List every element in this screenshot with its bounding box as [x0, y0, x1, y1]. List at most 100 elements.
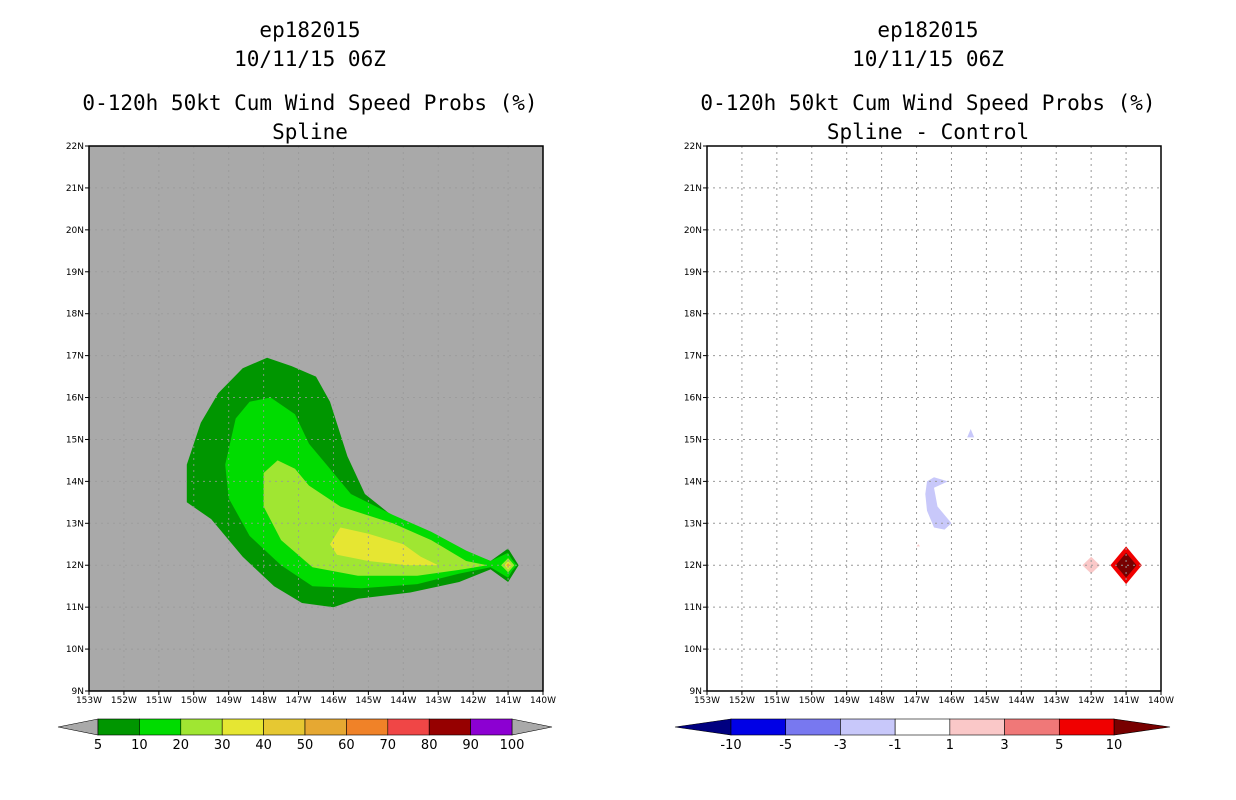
colorbar-swatch — [346, 718, 389, 736]
colorbar-label: 60 — [338, 738, 355, 753]
colorbar-over-arrow — [511, 718, 553, 736]
colorbar-swatch — [221, 718, 264, 736]
colorbar-swatch — [840, 718, 896, 736]
colorbar-swatch — [470, 718, 513, 736]
x-tick-label: 153W — [694, 696, 720, 706]
right-date: 10/11/15 06Z — [852, 47, 1004, 71]
colorbar-label: 50 — [297, 738, 314, 753]
x-tick-label: 143W — [425, 696, 451, 706]
contour-level-20 — [263, 460, 488, 576]
colorbar-over-arrow — [1113, 718, 1171, 736]
y-tick-label: 21N — [684, 184, 702, 194]
colorbar-swatch — [263, 718, 306, 736]
colorbar-label: -3 — [834, 738, 847, 753]
contour-level-neg3 — [925, 477, 952, 530]
y-tick-label: 21N — [66, 184, 84, 194]
x-tick-label: 149W — [216, 696, 242, 706]
x-tick-label: 150W — [799, 696, 825, 706]
colorbar-label: 90 — [462, 738, 479, 753]
x-tick-label: 144W — [390, 696, 416, 706]
y-tick-label: 20N — [66, 226, 84, 236]
colorbar-label: 20 — [173, 738, 190, 753]
left-subtitle: Spline — [272, 120, 348, 144]
y-tick-label: 17N — [684, 352, 702, 362]
colorbar-label: 30 — [214, 738, 231, 753]
right-subtitle: Spline - Control — [826, 120, 1030, 144]
colorbar-swatch — [894, 718, 951, 736]
x-tick-label: 152W — [729, 696, 755, 706]
x-tick-label: 146W — [320, 696, 346, 706]
colorbar-swatch — [180, 718, 223, 736]
colorbar-label: 100 — [500, 738, 525, 753]
y-tick-label: 15N — [684, 435, 702, 445]
x-tick-label: 148W — [251, 696, 277, 706]
y-tick-label: 12N — [66, 561, 84, 571]
y-tick-label: 11N — [684, 603, 702, 613]
left-date: 10/11/15 06Z — [234, 47, 386, 71]
x-tick-label: 147W — [285, 696, 311, 706]
colorbar-label: 5 — [1055, 738, 1063, 753]
y-tick-label: 15N — [66, 435, 84, 445]
colorbar-label: 80 — [421, 738, 438, 753]
colorbar-swatch — [139, 718, 182, 736]
contour-level-40 — [506, 563, 510, 568]
contour-level-30 — [330, 527, 439, 566]
colorbar-under-arrow — [674, 718, 732, 736]
y-tick-label: 13N — [684, 519, 702, 529]
x-tick-label: 144W — [1008, 696, 1034, 706]
y-tick-label: 22N — [66, 142, 84, 152]
map-background — [707, 146, 1161, 691]
colorbar-label: 10 — [1106, 738, 1123, 753]
colorbar-label: 70 — [380, 738, 397, 753]
colorbar-swatch — [428, 718, 471, 736]
map-frame — [706, 145, 1162, 692]
y-tick-label: 13N — [66, 519, 84, 529]
y-tick-label: 19N — [684, 268, 702, 278]
colorbar-label: 40 — [255, 738, 272, 753]
map-panel-spline: 153W 152W 151W 150W 149W 148W 147W 146W 145W 144W… — [57, 142, 556, 753]
colorbar-label: -5 — [779, 738, 792, 753]
y-tick-label: 9N — [690, 687, 702, 697]
y-tick-label: 16N — [66, 394, 84, 404]
left-title-block: ep182015 10/11/15 06Z — [0, 16, 620, 74]
left-storm-id: ep182015 — [259, 18, 361, 42]
y-tick-label: 9N — [72, 687, 84, 697]
colorbar-swatch — [785, 718, 841, 736]
map-frame — [88, 145, 544, 692]
x-tick-label: 145W — [355, 696, 381, 706]
y-tick-label: 19N — [66, 268, 84, 278]
x-tick-label: 148W — [869, 696, 895, 706]
x-tick-label: 151W — [146, 696, 172, 706]
x-tick-label: 150W — [181, 696, 207, 706]
y-tick-label: 18N — [684, 310, 702, 320]
left-subtitle-block: 0-120h 50kt Cum Wind Speed Probs (%) Spl… — [0, 89, 620, 147]
x-tick-label: 142W — [1078, 696, 1104, 706]
colorbar: 5 10 20 30 40 50 60 70 80 90 100 — [57, 718, 553, 753]
x-tick-label: 151W — [764, 696, 790, 706]
left-product: 0-120h 50kt Cum Wind Speed Probs (%) — [82, 91, 538, 115]
colorbar-label: 10 — [131, 738, 148, 753]
colorbar-under-arrow — [57, 718, 99, 736]
contour-level-3 — [916, 544, 920, 547]
colorbar: -10 -5 -3 -1 1 3 5 10 — [674, 718, 1171, 753]
y-tick-label: 14N — [66, 477, 84, 487]
y-tick-label: 22N — [684, 142, 702, 152]
colorbar-label: 3 — [1000, 738, 1008, 753]
x-tick-label: 143W — [1043, 696, 1069, 706]
x-tick-label: 140W — [1148, 696, 1174, 706]
right-storm-id: ep182015 — [877, 18, 979, 42]
colorbar-swatch — [1004, 718, 1060, 736]
y-tick-label: 10N — [66, 645, 84, 655]
y-tick-label: 16N — [684, 394, 702, 404]
x-tick-label: 147W — [903, 696, 929, 706]
contour-level-10 — [1115, 552, 1137, 578]
y-tick-label: 11N — [66, 603, 84, 613]
x-tick-label: 152W — [111, 696, 137, 706]
colorbar-swatch — [97, 718, 140, 736]
map-panel-difference: 153W 152W 151W 150W 149W 148W 147W 146W 145W 144W… — [674, 142, 1174, 753]
x-tick-label: 141W — [1113, 696, 1139, 706]
colorbar-label: -1 — [889, 738, 902, 753]
x-tick-label: 149W — [834, 696, 860, 706]
colorbar-swatch — [387, 718, 430, 736]
